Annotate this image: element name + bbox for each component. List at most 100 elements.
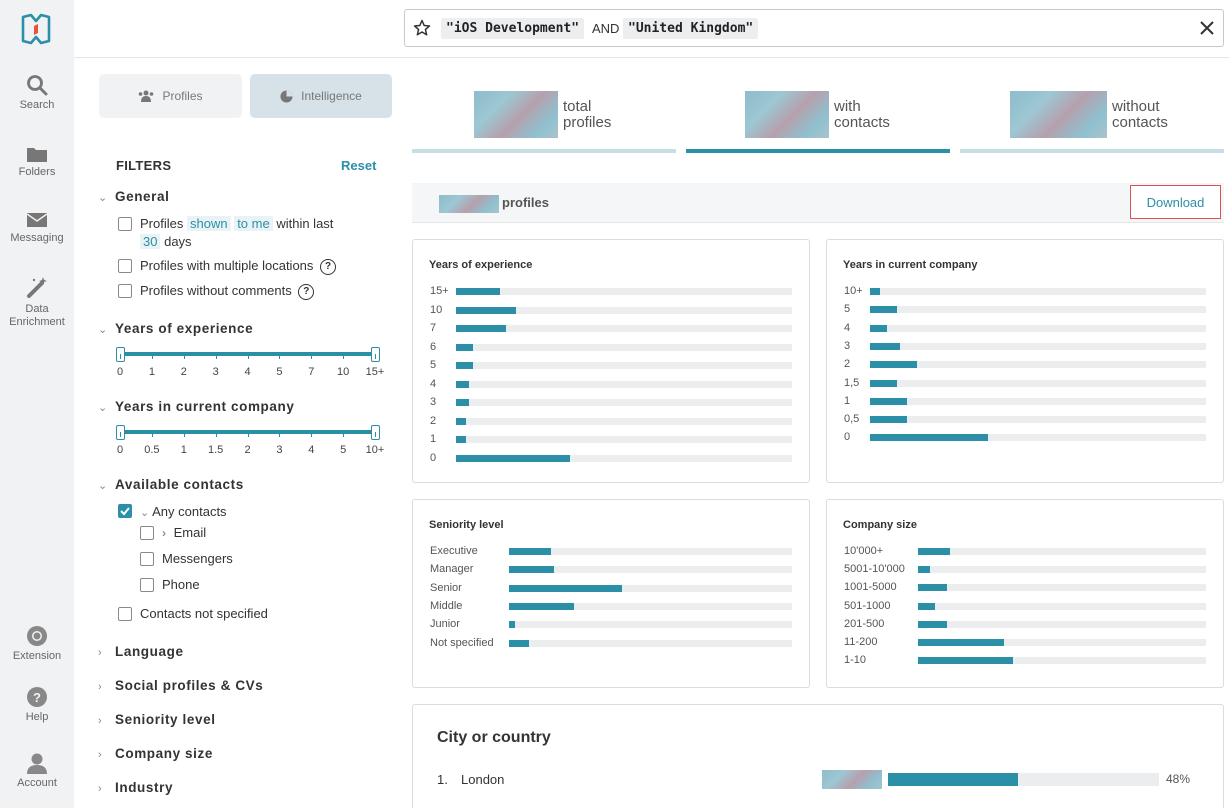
star-icon[interactable] [413,19,431,37]
bar-row-fill [870,288,881,295]
contacts-not-specified-option[interactable]: Contacts not specified [140,606,268,621]
days-value-input[interactable]: 30 [140,234,161,249]
slider-tick [247,354,249,359]
reset-filters-link[interactable]: Reset [341,158,377,173]
option-label: Profiles [140,216,184,231]
option-label: Profiles with multiple locations [140,258,314,273]
intelligence-view-button[interactable]: Intelligence [250,74,392,118]
bar-row-fill [509,639,529,647]
bar-row-track [918,602,1206,610]
close-icon[interactable] [1199,20,1215,36]
bar-row-label: 1-10 [844,654,867,667]
to-me-toggle[interactable]: to me [234,216,273,231]
contacts-not-specified-checkbox[interactable] [118,607,132,621]
filter-section-general[interactable]: ⌄ General [98,189,169,204]
without-comments-checkbox[interactable] [118,284,132,298]
nav-help[interactable]: ? Help [0,686,74,724]
bar-row-label: 0 [430,451,437,464]
search-term-chip[interactable]: "United Kingdom" [623,18,759,39]
shown-toggle[interactable]: shown [186,216,231,231]
chevron-right-icon: › [98,783,103,795]
svg-text:?: ? [33,690,41,705]
search-term-chip[interactable]: "iOS Development" [441,18,585,39]
download-button[interactable]: Download [1130,185,1221,219]
option-label: days [164,234,192,249]
folder-icon [27,148,47,162]
profiles-summary-bar: profiles [412,183,1224,223]
option-label: within last [276,216,334,231]
bar-row-fill [456,343,473,351]
filter-section-company-size[interactable]: › Company size [98,746,213,761]
filter-section-social-profiles[interactable]: › Social profiles & CVs [98,678,263,693]
option-label: Email [173,525,207,540]
bar-row-fill [870,361,918,369]
city-percent: 48% [1166,772,1191,786]
card-company-size: Company size 10'000+ 5001-10'000 1001-5000… [826,499,1224,688]
nav-folders-label: Folders [18,166,56,178]
bar-row-fill [509,621,515,629]
bar-row-fill [870,306,897,314]
nav-data-enrichment[interactable]: Data Enrichment [0,276,74,329]
bar-row-label: 1 [430,433,437,445]
filter-section-industry[interactable]: › Industry [98,780,173,795]
slider-tick [311,354,313,359]
email-option[interactable]: › Email [162,525,206,540]
card-years-experience: Years of experience 15+ 10 7 6 5 4 3 2 1 0 [412,239,810,483]
bar-row-label: 201-500 [844,617,885,630]
bar-row-fill [456,454,571,462]
phone-checkbox[interactable] [140,578,154,592]
stat-label: without contacts [1112,98,1168,131]
filter-section-years-company[interactable]: ⌄ Years in current company [98,399,294,414]
bar-row-track [509,548,792,555]
email-checkbox[interactable] [140,526,154,540]
any-contacts-checkbox[interactable] [118,504,132,518]
shown-to-me-checkbox[interactable] [118,217,132,231]
slider-tick-label: 0.5 [144,444,160,456]
nav-search[interactable]: Search [0,74,74,112]
profiles-view-button[interactable]: Profiles [99,74,242,118]
nav-messaging[interactable]: Messaging [0,211,74,245]
nav-account[interactable]: Account [0,752,74,790]
filter-section-language[interactable]: › Language [98,644,184,659]
search-operator: AND [592,21,620,36]
user-icon [27,753,47,774]
messengers-checkbox[interactable] [140,552,154,566]
help-icon[interactable]: ? [320,258,337,275]
bar-row-track [870,434,1206,442]
filter-section-title: Available contacts [115,477,244,492]
slider-tick-label: 5 [340,444,347,456]
filter-section-seniority[interactable]: › Seniority level [98,712,216,727]
bar-row-track [456,325,792,332]
slider-tick [279,354,281,359]
filter-section-years-experience[interactable]: ⌄ Years of experience [98,321,253,336]
app-logo[interactable] [19,12,53,46]
slider-tick [375,354,376,359]
bar-row-label: 15+ [430,285,449,297]
bar-row-track [870,306,1206,314]
filter-section-contacts[interactable]: ⌄ Available contacts [98,477,244,492]
nav-extension[interactable]: Extension [0,625,74,663]
bar-row-label: 7 [430,322,437,334]
bar-row-label: 4 [844,321,851,334]
stat-label: with contacts [834,98,890,131]
help-icon[interactable]: ? [298,283,315,300]
blurred-count [822,770,882,789]
bar-row-label: 10 [430,303,443,316]
bar-row-track [918,639,1206,646]
bar-row-track [509,566,792,574]
messengers-option[interactable]: Messengers [162,551,233,566]
slider-tick-label: 15+ [365,366,385,378]
search-query-box[interactable]: "iOS Development" AND "United Kingdom" [404,9,1224,47]
nav-messaging-label: Messaging [10,232,64,244]
left-nav-rail: Search Folders Messaging Data Enrichment [0,0,74,808]
bar-row-label: 10+ [844,285,863,297]
bar-row-track [918,566,1206,574]
phone-option[interactable]: Phone [162,577,200,592]
any-contacts-option[interactable]: ⌄ Any contacts [140,504,227,519]
bar-row-track [918,620,1206,628]
mail-icon [26,213,48,227]
nav-extension-label: Extension [12,650,62,662]
slider-tick [183,354,185,359]
multiple-locations-checkbox[interactable] [118,259,132,273]
nav-folders[interactable]: Folders [0,145,74,179]
